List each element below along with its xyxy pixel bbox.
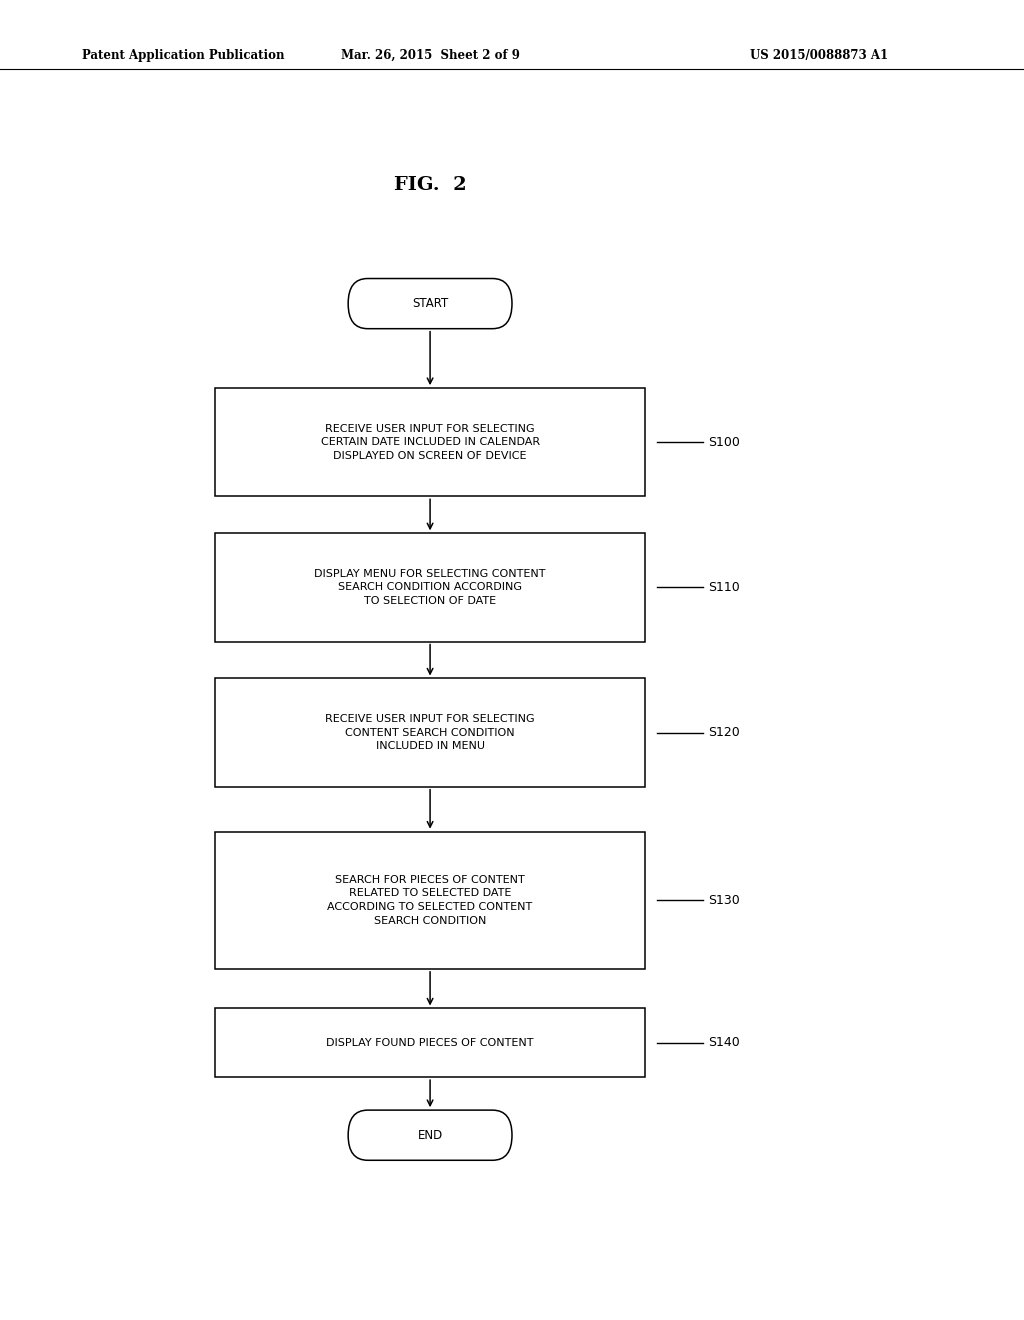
Text: FIG.  2: FIG. 2 bbox=[394, 176, 466, 194]
FancyBboxPatch shape bbox=[215, 1008, 645, 1077]
FancyBboxPatch shape bbox=[215, 533, 645, 642]
Text: RECEIVE USER INPUT FOR SELECTING
CERTAIN DATE INCLUDED IN CALENDAR
DISPLAYED ON : RECEIVE USER INPUT FOR SELECTING CERTAIN… bbox=[321, 424, 540, 461]
Text: Patent Application Publication: Patent Application Publication bbox=[82, 49, 285, 62]
Text: S100: S100 bbox=[709, 436, 740, 449]
Text: S130: S130 bbox=[709, 894, 740, 907]
Text: Mar. 26, 2015  Sheet 2 of 9: Mar. 26, 2015 Sheet 2 of 9 bbox=[341, 49, 519, 62]
FancyBboxPatch shape bbox=[215, 678, 645, 787]
Text: RECEIVE USER INPUT FOR SELECTING
CONTENT SEARCH CONDITION
INCLUDED IN MENU: RECEIVE USER INPUT FOR SELECTING CONTENT… bbox=[326, 714, 535, 751]
Text: DISPLAY FOUND PIECES OF CONTENT: DISPLAY FOUND PIECES OF CONTENT bbox=[327, 1038, 534, 1048]
FancyBboxPatch shape bbox=[348, 279, 512, 329]
FancyBboxPatch shape bbox=[348, 1110, 512, 1160]
Text: SEARCH FOR PIECES OF CONTENT
RELATED TO SELECTED DATE
ACCORDING TO SELECTED CONT: SEARCH FOR PIECES OF CONTENT RELATED TO … bbox=[328, 875, 532, 925]
Text: START: START bbox=[412, 297, 449, 310]
Text: S110: S110 bbox=[709, 581, 740, 594]
Text: US 2015/0088873 A1: US 2015/0088873 A1 bbox=[751, 49, 888, 62]
Text: DISPLAY MENU FOR SELECTING CONTENT
SEARCH CONDITION ACCORDING
TO SELECTION OF DA: DISPLAY MENU FOR SELECTING CONTENT SEARC… bbox=[314, 569, 546, 606]
Text: S120: S120 bbox=[709, 726, 740, 739]
Text: END: END bbox=[418, 1129, 442, 1142]
Text: S140: S140 bbox=[709, 1036, 740, 1049]
FancyBboxPatch shape bbox=[215, 832, 645, 969]
FancyBboxPatch shape bbox=[215, 388, 645, 496]
